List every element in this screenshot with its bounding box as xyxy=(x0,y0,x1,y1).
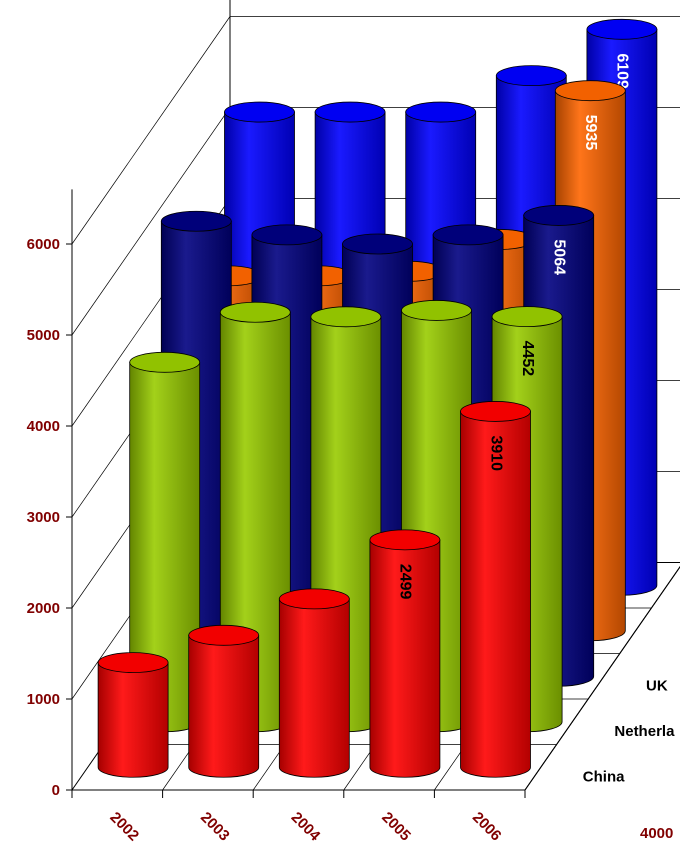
bar-top xyxy=(278,588,350,610)
depth-tick-label: China xyxy=(583,768,625,785)
data-label: 5064 xyxy=(550,239,567,275)
bar-top xyxy=(460,401,531,422)
bar xyxy=(97,652,169,778)
bar xyxy=(278,588,350,778)
axis-footer-label: 4000 xyxy=(640,825,673,842)
x-tick-label: 2005 xyxy=(378,809,414,845)
data-label: 3910 xyxy=(487,435,504,471)
bar-body xyxy=(97,662,169,778)
depth-tick-label: UK xyxy=(646,677,668,694)
bar-body xyxy=(278,598,350,778)
data-label: 4452 xyxy=(519,341,536,377)
y-axis: 0 1000 2000 3000 4000 5000 6000 xyxy=(27,236,72,799)
bar-body xyxy=(460,411,531,778)
x-axis: 2002 2003 2004 2005 2006 xyxy=(71,789,526,845)
bar-top xyxy=(401,300,472,321)
bar-top xyxy=(369,529,441,551)
depth-axis-line xyxy=(524,565,680,791)
bar-top xyxy=(586,18,658,40)
x-tick-label: 2004 xyxy=(288,809,324,845)
side-wall-gridline xyxy=(71,16,231,245)
depth-axis: ChinaNetherlaUKSo xyxy=(524,565,680,791)
data-label: 2499 xyxy=(397,564,414,600)
bar-top xyxy=(251,224,323,246)
bar-top xyxy=(129,351,201,373)
depth-tick-label: Netherla xyxy=(614,723,675,740)
bar-top xyxy=(523,205,595,226)
y-tick-label: 3000 xyxy=(27,509,60,526)
x-tick-label: 2003 xyxy=(197,809,233,845)
bar: 3910 xyxy=(460,401,531,778)
bar-top xyxy=(219,301,291,323)
bar-body xyxy=(369,539,441,778)
bar: 2499 xyxy=(369,529,441,778)
bar-top xyxy=(342,233,413,255)
bar-top xyxy=(314,101,386,123)
bar-top xyxy=(432,224,504,246)
data-label: 5935 xyxy=(582,115,599,151)
bar-top xyxy=(495,65,567,87)
bar-top xyxy=(97,652,169,673)
y-tick-label: 6000 xyxy=(27,236,60,253)
y-tick-label: 1000 xyxy=(27,691,60,708)
bar-body xyxy=(188,634,260,778)
bar-top xyxy=(160,210,232,232)
y-tick-label: 0 xyxy=(52,782,60,799)
bar xyxy=(188,624,260,778)
side-wall-gridline xyxy=(71,107,231,336)
bar-top xyxy=(224,101,295,123)
y-tick-label: 5000 xyxy=(27,327,60,344)
bar-top xyxy=(310,306,382,328)
bar-top xyxy=(188,624,260,646)
y-tick-label: 2000 xyxy=(27,600,60,617)
plot-area: 6109 5935 5064 4452 2499 3910 xyxy=(97,18,658,778)
data-label: 6109 xyxy=(614,53,631,89)
x-tick-label: 2006 xyxy=(469,809,505,845)
bar-top xyxy=(491,306,563,328)
bar-top xyxy=(554,80,626,102)
bar-top xyxy=(405,101,477,123)
y-tick-label: 4000 xyxy=(27,418,60,435)
x-tick-label: 2002 xyxy=(106,809,142,845)
